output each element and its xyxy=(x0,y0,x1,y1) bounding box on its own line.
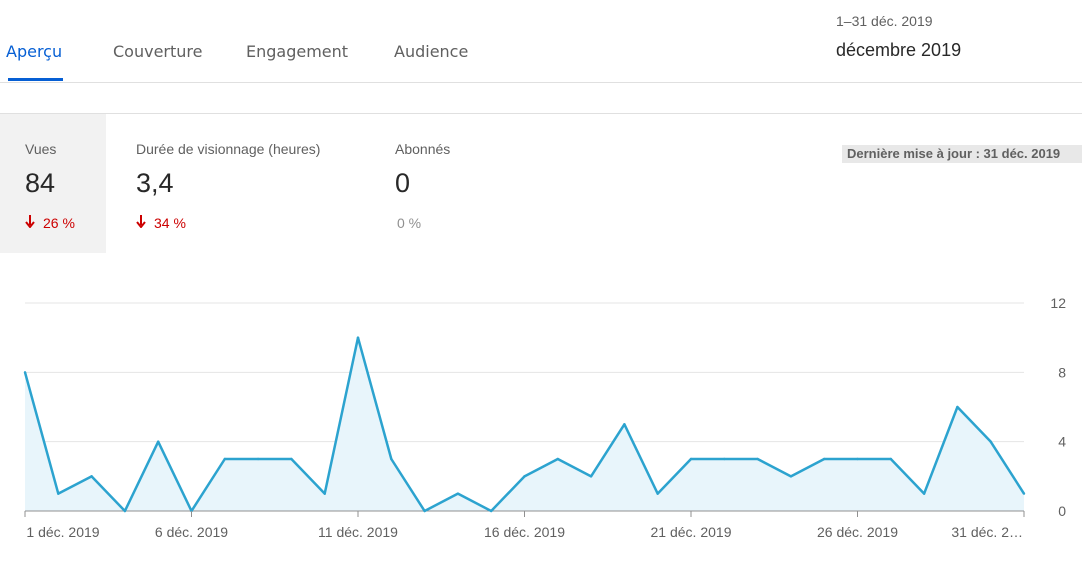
data-point xyxy=(1022,492,1026,495)
data-point xyxy=(689,457,693,461)
metric-label: Abonnés xyxy=(395,141,451,157)
data-point xyxy=(956,405,959,409)
data-point xyxy=(256,457,260,461)
tab-bar: Aperçu Couverture Engagement Audience xyxy=(0,0,1082,83)
data-point xyxy=(556,457,559,461)
metric-card-vues[interactable]: Vues 84 26 % xyxy=(0,114,106,253)
data-point xyxy=(323,492,326,495)
x-tick-label: 31 déc. 2… xyxy=(951,524,1023,540)
metric-delta: 34 % xyxy=(136,215,186,231)
tab-couverture[interactable]: Couverture xyxy=(113,42,203,61)
metric-value: 0 xyxy=(395,168,411,198)
data-point xyxy=(356,336,360,339)
metric-delta: 26 % xyxy=(25,215,75,231)
metric-card-duree[interactable]: Durée de visionnage (heures) 3,4 34 % xyxy=(106,114,366,253)
data-point xyxy=(290,457,293,461)
data-point xyxy=(656,492,659,495)
data-point xyxy=(922,492,926,495)
data-point xyxy=(423,509,426,513)
metric-delta-value: 26 % xyxy=(43,215,75,231)
x-tick-label: 1 déc. 2019 xyxy=(26,524,99,540)
data-point xyxy=(23,371,27,374)
tab-engagement[interactable]: Engagement xyxy=(246,42,349,61)
metric-value: 3,4 xyxy=(136,168,174,198)
views-chart: 0 4 8 12 1 déc. 2019 6 déc. 2019 11 déc. 2019 1… xyxy=(23,295,1066,540)
data-point xyxy=(823,457,826,461)
data-point xyxy=(157,440,160,443)
data-point xyxy=(456,492,460,495)
data-point xyxy=(490,509,493,513)
metric-delta-value: 34 % xyxy=(154,215,186,231)
x-tick-label: 6 déc. 2019 xyxy=(155,524,228,540)
data-point xyxy=(623,423,626,426)
arrow-down-icon xyxy=(25,215,37,231)
section-divider xyxy=(0,113,1082,114)
data-point xyxy=(756,457,759,461)
data-point xyxy=(57,492,60,495)
data-point xyxy=(223,457,226,461)
x-tick-label: 21 déc. 2019 xyxy=(651,524,732,540)
last-update-label: Dernière mise à jour : 31 déc. 2019 xyxy=(842,145,1082,163)
data-point xyxy=(989,440,992,443)
arrow-down-icon xyxy=(136,215,148,231)
y-tick-label: 4 xyxy=(1058,434,1066,450)
data-point xyxy=(523,475,526,478)
x-tick-label: 26 déc. 2019 xyxy=(817,524,898,540)
data-point xyxy=(90,475,93,478)
y-tick-label: 0 xyxy=(1058,503,1066,519)
y-tick-label: 12 xyxy=(1050,295,1066,311)
data-point xyxy=(889,457,892,461)
data-point xyxy=(723,457,726,461)
data-point xyxy=(123,509,127,513)
tab-audience[interactable]: Audience xyxy=(394,42,469,61)
data-point xyxy=(589,475,593,478)
y-tick-label: 8 xyxy=(1058,364,1066,380)
metric-value: 84 xyxy=(25,168,56,198)
x-tick-label: 16 déc. 2019 xyxy=(484,524,565,540)
metric-label: Vues xyxy=(25,141,57,157)
x-tick-label: 11 déc. 2019 xyxy=(318,524,398,540)
data-point xyxy=(789,475,793,478)
metric-delta: 0 % xyxy=(397,215,422,231)
data-point xyxy=(856,457,859,461)
metric-card-abonnes[interactable]: Abonnés 0 0 % xyxy=(366,114,566,253)
date-period-selector[interactable]: décembre 2019 xyxy=(836,40,962,60)
active-tab-indicator xyxy=(8,78,63,81)
data-point xyxy=(390,457,393,461)
tab-apercu[interactable]: Aperçu xyxy=(6,42,63,61)
area-fill xyxy=(25,337,1024,511)
date-range-label[interactable]: 1–31 déc. 2019 xyxy=(836,13,933,29)
metric-label: Durée de visionnage (heures) xyxy=(136,141,321,157)
